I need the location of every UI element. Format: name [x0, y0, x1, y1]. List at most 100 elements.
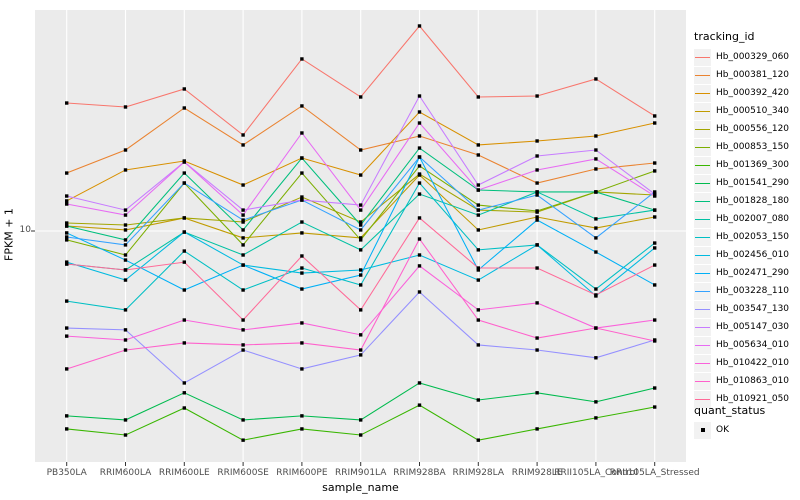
data-point: [476, 213, 480, 217]
data-point: [476, 318, 480, 322]
data-point: [123, 338, 128, 342]
data-point: [300, 266, 304, 270]
line-swatch-icon: [695, 308, 710, 310]
data-point: [182, 406, 186, 410]
data-point: [65, 224, 69, 228]
legend-key: [694, 354, 711, 372]
line-swatch-icon: [695, 326, 710, 328]
data-point: [417, 94, 422, 98]
data-point: [359, 236, 363, 240]
legend-key: [694, 300, 711, 318]
data-point: [535, 139, 539, 143]
legend-item: Hb_001369_300: [694, 156, 789, 174]
legend-label: Hb_000853_150: [716, 142, 790, 152]
legend-item: Hb_000853_150: [694, 138, 789, 156]
legend-item: Hb_001541_290: [694, 174, 789, 192]
line-swatch-icon: [695, 182, 710, 184]
data-point: [300, 156, 304, 160]
data-point: [241, 343, 245, 347]
data-point: [653, 386, 657, 390]
line-swatch-icon: [695, 254, 710, 256]
legend-label: Hb_002007_080: [716, 214, 790, 224]
data-point: [182, 288, 186, 292]
line-swatch-icon: [695, 56, 710, 58]
data-point: [653, 318, 657, 322]
x-tick-label: RRIM928BA: [393, 468, 446, 478]
data-point: [594, 148, 598, 152]
legend-item: Hb_010863_010: [694, 372, 789, 390]
data-point: [123, 348, 128, 352]
data-point: [123, 238, 128, 242]
data-point: [182, 87, 186, 91]
data-point: [123, 328, 128, 332]
legend-key: [694, 192, 711, 210]
data-point: [182, 260, 186, 264]
data-point: [241, 183, 245, 187]
data-point: [241, 213, 245, 217]
line-swatch-icon: [695, 362, 710, 364]
data-point: [535, 301, 539, 305]
data-point: [182, 171, 186, 175]
data-point: [594, 157, 598, 161]
line-swatch-icon: [695, 290, 710, 292]
legend-label: Hb_002456_010: [716, 250, 790, 260]
data-point: [123, 418, 128, 422]
legend-label: Hb_000510_340: [716, 106, 790, 116]
data-point: [594, 326, 598, 330]
data-point: [594, 287, 598, 291]
data-point: [65, 199, 69, 203]
data-point: [241, 253, 245, 257]
data-point: [65, 427, 69, 431]
data-point: [65, 414, 69, 418]
data-point: [300, 367, 304, 371]
data-point: [123, 258, 128, 262]
data-point: [359, 238, 363, 242]
data-point: [476, 203, 480, 207]
data-point: [300, 195, 304, 199]
legend-item: Hb_001828_180: [694, 192, 789, 210]
x-tick-label: RRIM600SE: [217, 468, 269, 478]
data-point: [359, 308, 363, 312]
line-swatch-icon: [695, 92, 710, 94]
data-point: [476, 208, 480, 212]
data-point: [476, 183, 480, 187]
legend-item: Hb_005634_010: [694, 336, 789, 354]
data-point: [300, 220, 304, 224]
legend-item: Hb_005147_030: [694, 318, 789, 336]
data-point: [65, 221, 69, 225]
data-point: [123, 253, 128, 257]
data-point: [417, 24, 422, 28]
data-point: [65, 262, 69, 266]
data-point: [535, 181, 539, 185]
line-swatch-icon: [695, 344, 710, 346]
data-point: [417, 381, 422, 385]
data-point: [241, 328, 245, 332]
legend-item: Hb_000510_340: [694, 102, 789, 120]
legend-item: Hb_003547_130: [694, 300, 789, 318]
data-point: [594, 77, 598, 81]
data-point: [65, 367, 69, 371]
legend-key: [694, 102, 711, 120]
line-swatch-icon: [695, 380, 710, 382]
data-point: [123, 168, 128, 172]
data-point: [594, 167, 598, 171]
data-point: [417, 403, 422, 407]
legend-label: Hb_005634_010: [716, 340, 790, 350]
data-point: [123, 308, 128, 312]
legend-key: [694, 48, 711, 66]
data-point: [653, 161, 657, 165]
data-point: [182, 249, 186, 253]
data-point: [653, 194, 657, 198]
data-point: [65, 334, 69, 338]
quant-ok-key: [694, 421, 711, 439]
data-point: [594, 400, 598, 404]
line-swatch-icon: [695, 128, 710, 130]
data-point: [594, 190, 598, 194]
data-point: [241, 143, 245, 147]
data-point: [653, 241, 657, 245]
legend-key: [694, 156, 711, 174]
data-point: [182, 318, 186, 322]
data-point: [182, 216, 186, 220]
data-point: [300, 104, 304, 108]
legend-item: Hb_010422_010: [694, 354, 789, 372]
